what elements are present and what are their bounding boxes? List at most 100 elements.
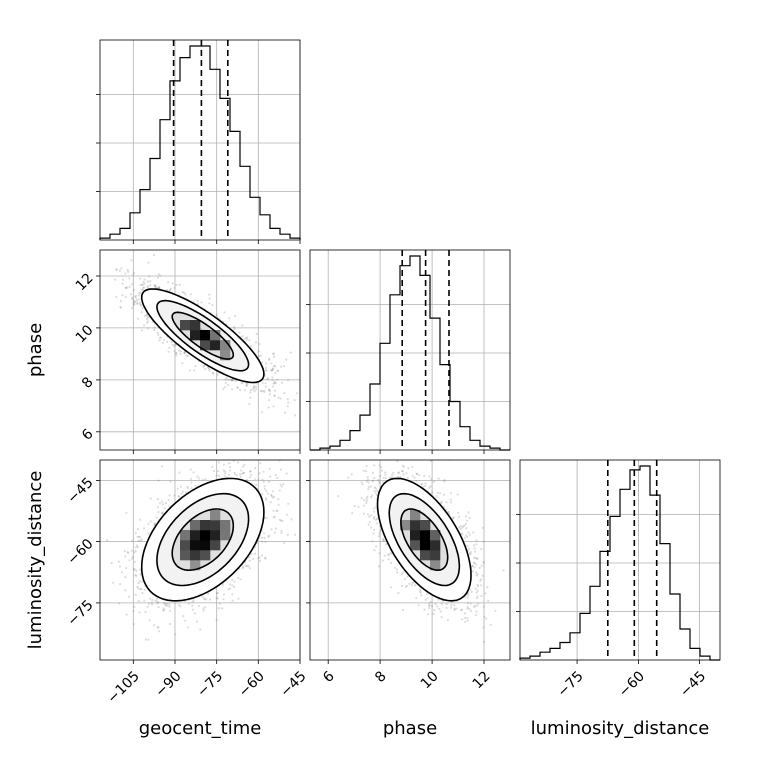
scatter-point (133, 568, 136, 571)
scatter-point (163, 603, 166, 606)
scatter-point (463, 616, 467, 620)
scatter-point (248, 556, 251, 559)
scatter-point (228, 317, 231, 320)
scatter-point (148, 619, 151, 622)
panel-frame (99, 249, 301, 451)
scatter-point (382, 476, 385, 479)
scatter-point (457, 515, 461, 518)
scatter-point (466, 607, 469, 610)
scatter-point (270, 362, 273, 365)
x-tick-label: −45 (277, 668, 309, 700)
scatter-point (195, 620, 199, 623)
scatter-point (271, 367, 274, 370)
scatter-point (204, 606, 207, 609)
scatter-point (502, 569, 505, 572)
scatter-point (224, 378, 227, 381)
scatter-point (186, 487, 189, 490)
scatter-point (265, 490, 268, 493)
scatter-point (471, 570, 474, 573)
scatter-point (134, 295, 137, 298)
scatter-point (136, 544, 139, 547)
scatter-point (427, 613, 430, 616)
scatter-point (375, 522, 378, 525)
scatter-point (201, 595, 204, 598)
panel-frame (519, 459, 721, 661)
scatter-point (424, 484, 427, 487)
scatter-point (202, 365, 205, 368)
scatter-point (252, 386, 255, 389)
scatter-point (445, 501, 448, 504)
y-axis-label-phase: phase (25, 323, 46, 377)
scatter-point (139, 304, 143, 307)
scatter-point (158, 285, 161, 289)
density-core-cell (200, 550, 211, 561)
scatter-point (250, 552, 253, 556)
scatter-point (254, 552, 257, 556)
scatter-point (223, 386, 226, 389)
scatter-point (208, 302, 211, 305)
scatter-point (146, 313, 149, 316)
scatter-point (467, 547, 470, 550)
scatter-point (382, 539, 385, 542)
scatter-point (156, 331, 159, 334)
scatter-point (234, 437, 236, 439)
contour-line (156, 299, 250, 372)
scatter-point (396, 460, 399, 463)
scatter-point (381, 469, 384, 472)
scatter-point (192, 599, 195, 602)
scatter-point (184, 491, 187, 494)
scatter-point (440, 502, 443, 505)
scatter-point (253, 384, 256, 387)
scatter-point (137, 539, 140, 542)
scatter-point (406, 439, 408, 441)
scatter-point (156, 506, 159, 509)
contour-lines (140, 288, 265, 384)
scatter-point (141, 287, 145, 290)
scatter-point (389, 586, 393, 589)
scatter-point (166, 602, 169, 605)
scatter-point (368, 456, 370, 458)
scatter-point (420, 594, 423, 597)
scatter-point (163, 601, 166, 605)
scatter-point (191, 600, 194, 603)
scatter-point (464, 620, 467, 624)
density-core-cell (210, 330, 221, 341)
scatter-point (156, 626, 159, 629)
scatter-point (446, 619, 449, 622)
scatter-point (168, 494, 171, 497)
scatter-point (179, 352, 182, 356)
scatter-point (371, 479, 374, 483)
scatter-point (137, 535, 140, 538)
scatter-point (273, 355, 276, 358)
scatter-point (373, 507, 376, 510)
scatter-point (353, 505, 356, 508)
scatter-point (468, 533, 471, 536)
scatter-point (459, 527, 462, 531)
scatter-point (190, 481, 193, 484)
scatter-point (139, 291, 142, 294)
scatter-point (223, 311, 226, 314)
scatter-point (188, 602, 191, 605)
scatter-point (139, 539, 142, 542)
scatter-point (475, 574, 478, 577)
scatter-point (271, 496, 274, 499)
scatter-point (244, 564, 247, 567)
scatter-point (265, 366, 268, 369)
scatter-point (150, 601, 153, 604)
x-axis-label-phase: phase (383, 718, 437, 739)
scatter-point (143, 278, 146, 281)
scatter-point (422, 442, 424, 444)
scatter-point (124, 575, 127, 579)
scatter-point (140, 288, 143, 292)
scatter-point (231, 428, 233, 430)
scatter-point (141, 580, 144, 583)
scatter-point (178, 349, 181, 352)
scatter-point (394, 566, 397, 569)
density-core-cell (190, 550, 201, 561)
scatter-point (153, 326, 156, 329)
scatter-point (157, 601, 160, 604)
density-core-cell (420, 530, 431, 541)
scatter-point (429, 485, 432, 488)
scatter-point (361, 483, 364, 486)
scatter-point (134, 574, 137, 577)
